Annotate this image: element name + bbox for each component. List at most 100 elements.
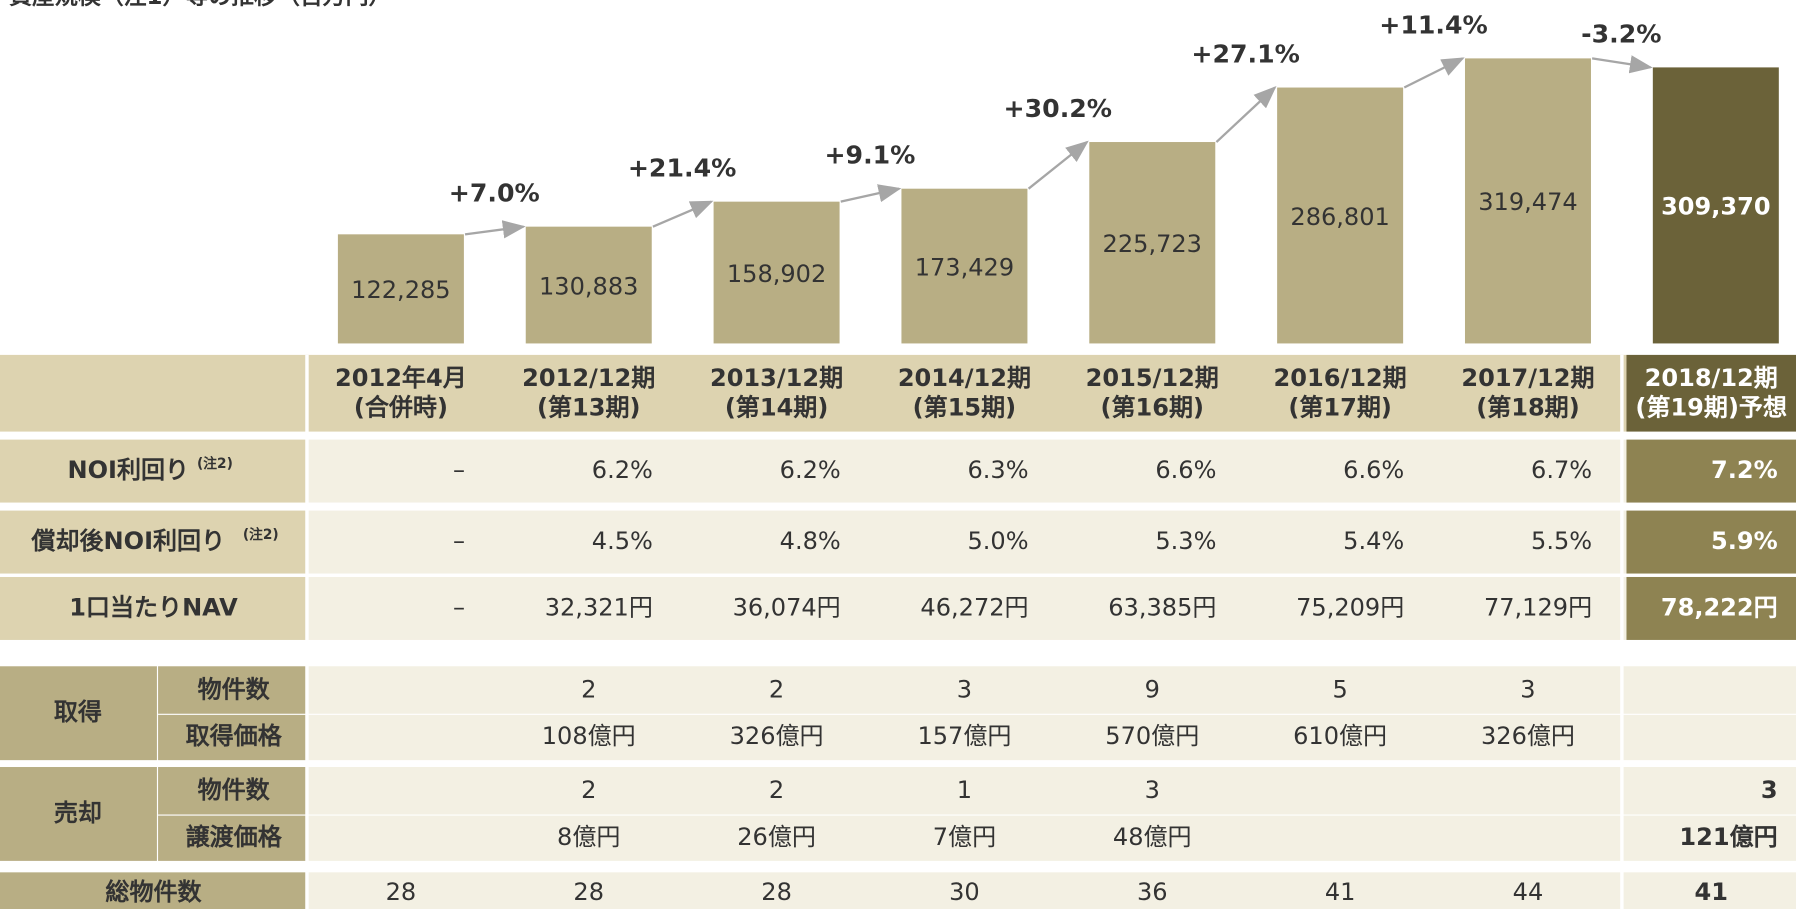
cell: 6.7% xyxy=(1531,456,1592,484)
table-header-forecast xyxy=(1626,354,1796,432)
cell: 2 xyxy=(769,675,784,703)
cell: 3 xyxy=(957,675,972,703)
cell: 44 xyxy=(1513,878,1544,906)
cell: 41 xyxy=(1695,878,1728,906)
cell: 48億円 xyxy=(1113,823,1192,851)
cell: 36 xyxy=(1137,878,1168,906)
cell: 2 xyxy=(769,776,784,804)
bar xyxy=(1089,142,1216,344)
table-label-cell xyxy=(0,439,307,503)
cell: 7.2% xyxy=(1711,456,1778,484)
cell: 2 xyxy=(581,776,596,804)
cell: 6.6% xyxy=(1343,456,1404,484)
cell: 3 xyxy=(1520,675,1535,703)
table-cell-band xyxy=(306,872,1796,909)
group-label: 取得 xyxy=(54,698,102,726)
cell: 63,385円 xyxy=(1108,593,1216,621)
growth-arrow xyxy=(1215,85,1277,143)
group-label: 売却 xyxy=(54,799,102,827)
table-cell-band xyxy=(306,576,1627,640)
row-note: (注2) xyxy=(197,455,233,472)
growth-label: +11.4% xyxy=(1379,10,1488,39)
cell: 108億円 xyxy=(542,722,636,750)
cell: 6.2% xyxy=(592,456,653,484)
forecast-cell xyxy=(1626,576,1796,640)
column-header: (第14期) xyxy=(725,394,829,422)
growth-label: +30.2% xyxy=(1004,94,1113,123)
table-cell-band xyxy=(306,439,1627,503)
sub-label-cell xyxy=(158,666,307,715)
row-label: 償却後NOI利回り xyxy=(30,527,225,555)
bar-value-label: 286,801 xyxy=(1290,203,1389,231)
cell: – xyxy=(453,456,465,484)
growth-label: +9.1% xyxy=(824,141,915,170)
bar-value-label: 130,883 xyxy=(539,272,638,300)
bar-value-label: 173,429 xyxy=(915,253,1014,281)
column-header: 2015/12期 xyxy=(1086,364,1219,392)
column-header: 2014/12期 xyxy=(898,364,1031,392)
cell: 9 xyxy=(1145,675,1160,703)
sub-label: 物件数 xyxy=(198,776,271,804)
bar-value-label: 319,474 xyxy=(1478,188,1577,216)
bar-value-label: 225,723 xyxy=(1103,230,1202,258)
table-label-cell xyxy=(0,510,307,574)
bar xyxy=(525,226,652,344)
cell: 157億円 xyxy=(917,722,1011,750)
bar xyxy=(1652,67,1779,344)
bar-value-label: 122,285 xyxy=(351,276,450,304)
row-note: (注2) xyxy=(243,526,279,543)
cell: 28 xyxy=(573,878,604,906)
column-header: (第17期) xyxy=(1288,394,1392,422)
table-cell-band xyxy=(306,767,1796,816)
growth-arrow xyxy=(464,220,526,239)
table-header xyxy=(0,354,1627,432)
table-cell-band xyxy=(306,714,1796,761)
cell: 6.3% xyxy=(967,456,1028,484)
column-header: 2012年4月 xyxy=(335,364,467,392)
column-header: (第18期) xyxy=(1476,394,1580,422)
growth-label: -3.2% xyxy=(1581,19,1661,48)
cell: 3 xyxy=(1761,776,1778,804)
cell: 5.9% xyxy=(1711,527,1778,555)
bar xyxy=(1277,87,1404,344)
cell: 5.0% xyxy=(967,527,1028,555)
cell: 7億円 xyxy=(933,823,996,851)
column-header: 2016/12期 xyxy=(1274,364,1407,392)
column-header: (第13期) xyxy=(537,394,641,422)
bar xyxy=(1464,58,1591,344)
cell: 75,209円 xyxy=(1296,593,1404,621)
column-header: 2017/12期 xyxy=(1461,364,1594,392)
column-header: 2012/12期 xyxy=(522,364,655,392)
cell: 30 xyxy=(949,878,980,906)
cell: 28 xyxy=(761,878,792,906)
growth-arrow xyxy=(652,200,714,228)
column-header: (第16期) xyxy=(1101,394,1205,422)
cell: 2 xyxy=(581,675,596,703)
cell: 41 xyxy=(1325,878,1356,906)
cell: 32,321円 xyxy=(545,593,653,621)
cell: 4.8% xyxy=(780,527,841,555)
bar xyxy=(337,234,464,344)
table-cell-band xyxy=(306,666,1796,715)
cell: 5.5% xyxy=(1531,527,1592,555)
growth-arrow xyxy=(1403,57,1465,89)
column-header: (第19期)予想 xyxy=(1635,394,1787,422)
group-label-cell xyxy=(0,666,157,761)
cell: – xyxy=(453,593,465,621)
cell: 326億円 xyxy=(1481,722,1575,750)
growth-label: +27.1% xyxy=(1191,39,1300,68)
cell: 121億円 xyxy=(1679,823,1777,851)
cell: 77,129円 xyxy=(1484,593,1592,621)
column-header: 2018/12期 xyxy=(1645,364,1778,392)
cell: 78,222円 xyxy=(1661,593,1778,621)
cell: 6.6% xyxy=(1155,456,1216,484)
growth-label: +21.4% xyxy=(628,154,737,183)
group-label-cell xyxy=(0,767,157,861)
bar-value-label: 158,902 xyxy=(727,260,826,288)
sub-label: 譲渡価格 xyxy=(186,823,283,851)
table-cell-band xyxy=(306,510,1627,574)
bar xyxy=(713,201,840,344)
cell: 326億円 xyxy=(730,722,824,750)
cell: – xyxy=(453,527,465,555)
